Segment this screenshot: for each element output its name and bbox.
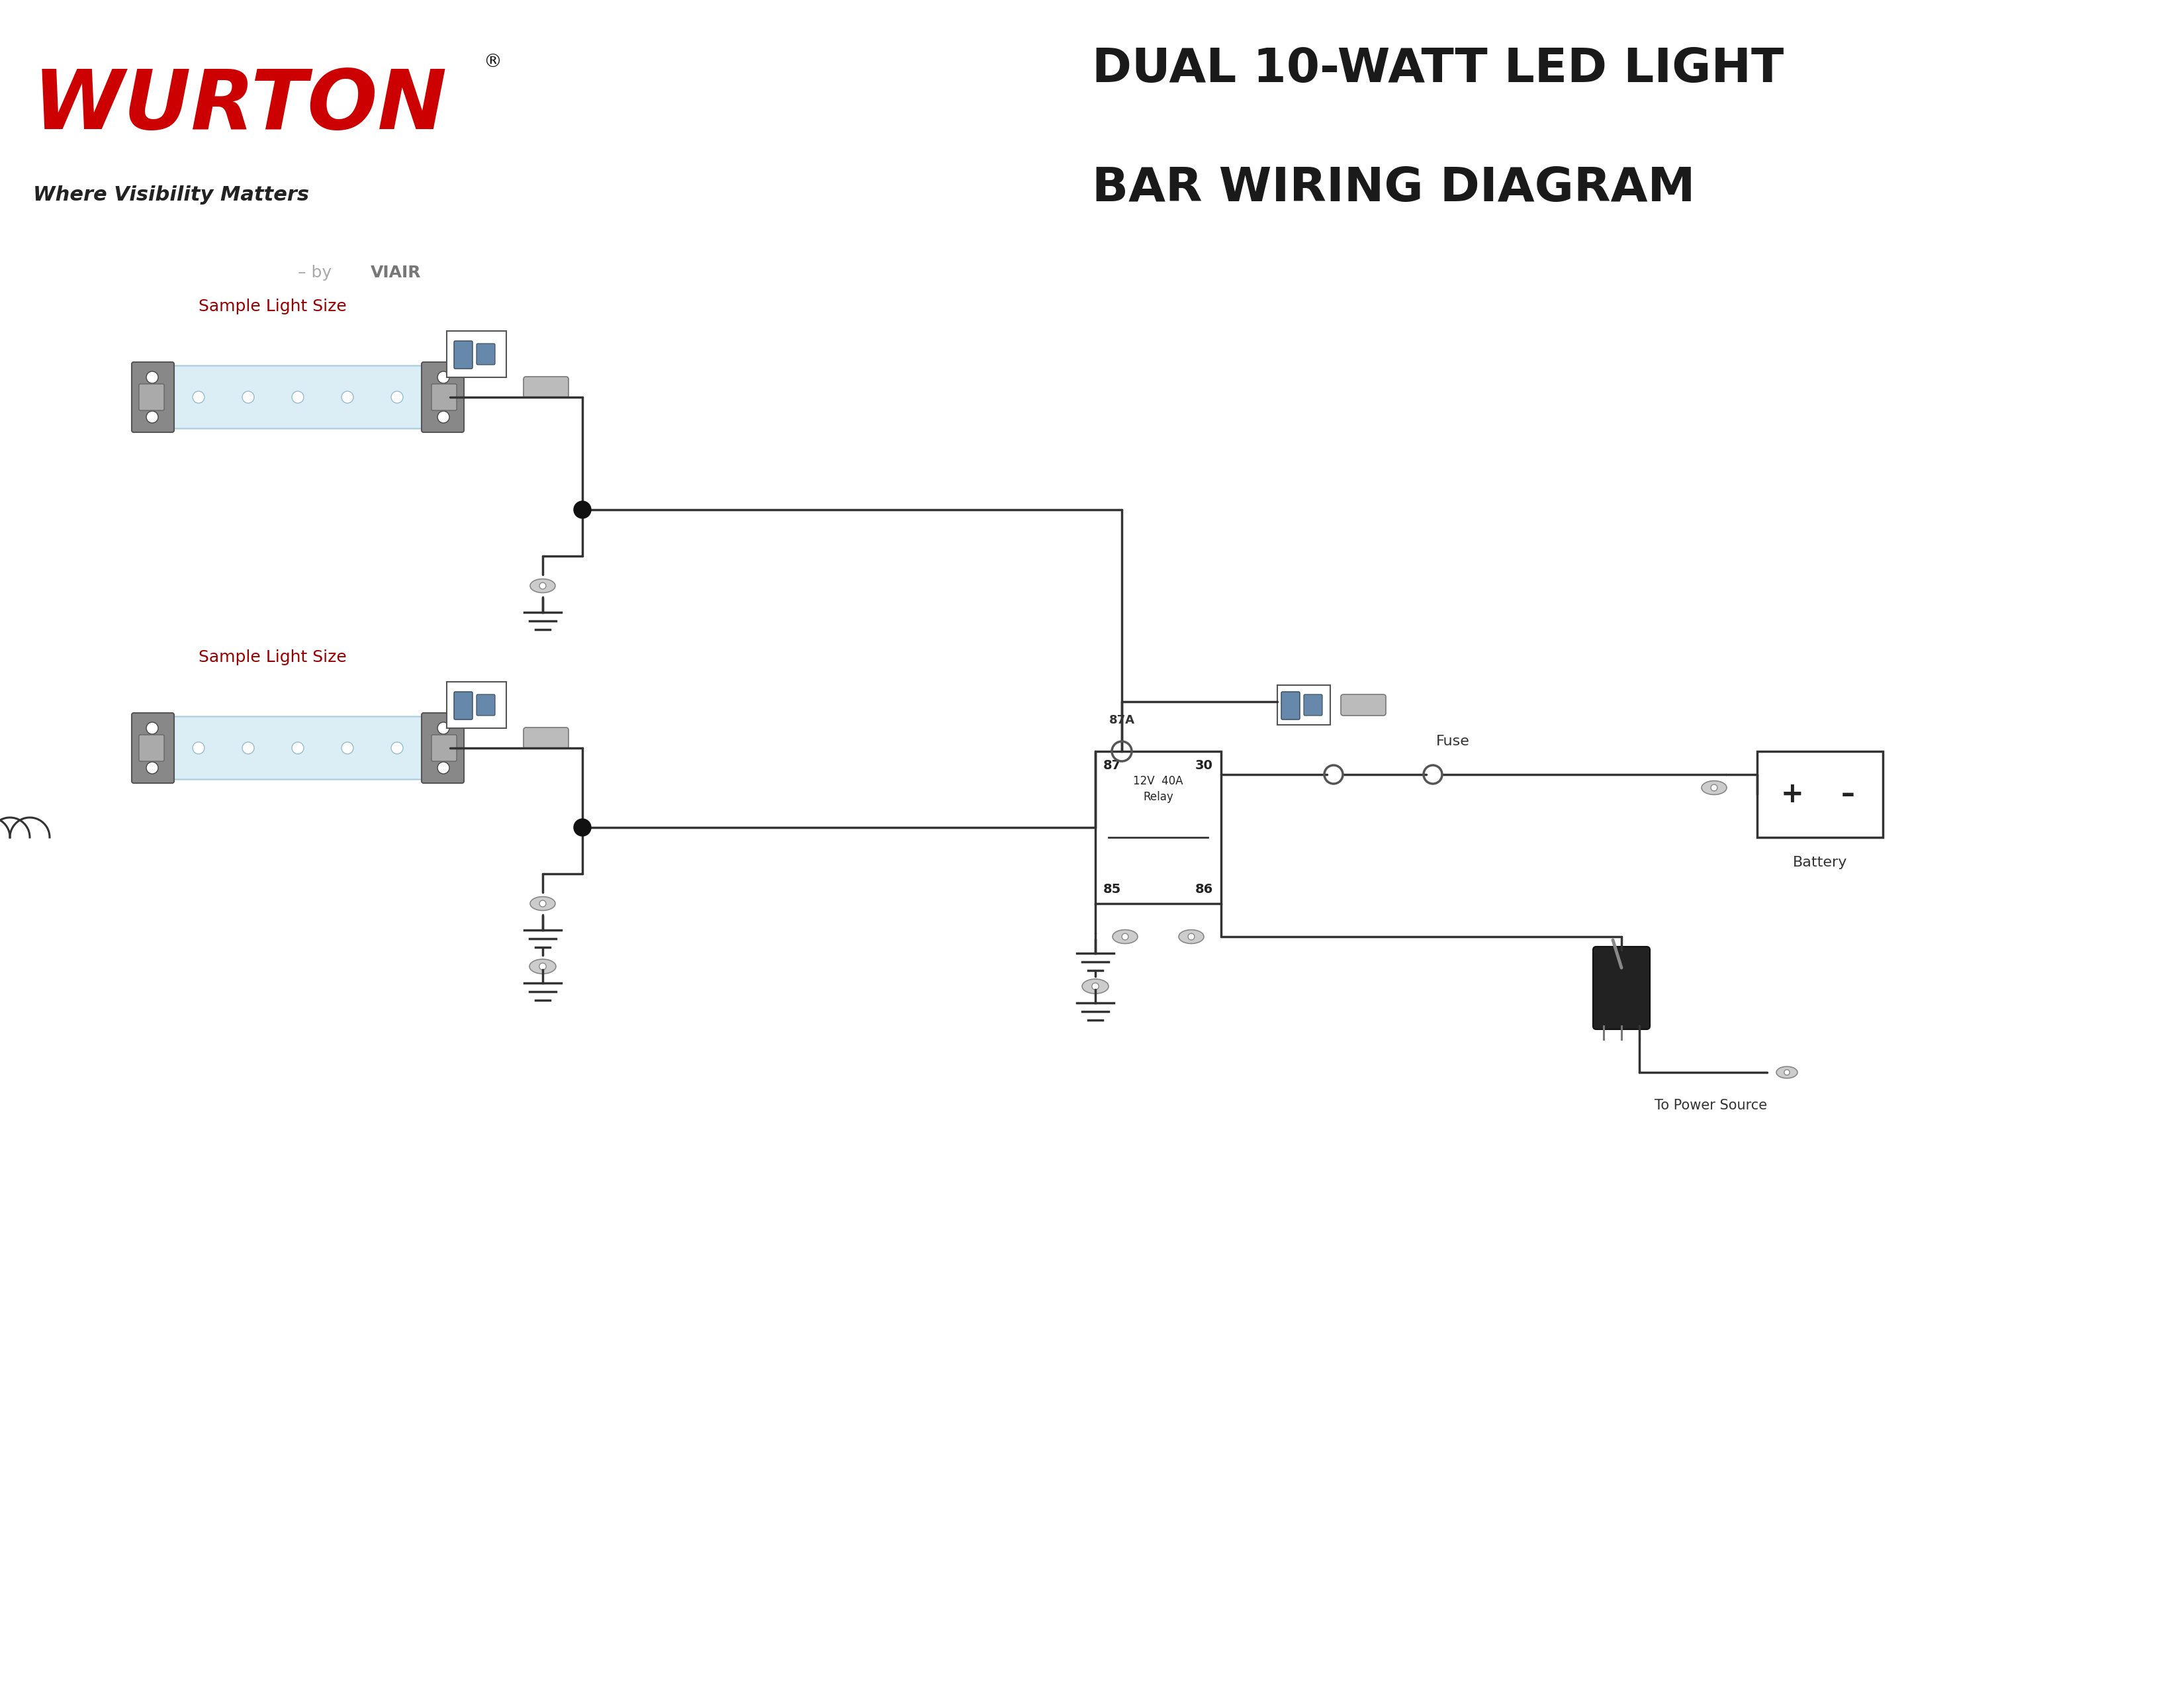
Circle shape xyxy=(391,743,404,755)
Text: – by: – by xyxy=(297,265,336,280)
FancyBboxPatch shape xyxy=(524,728,568,749)
Ellipse shape xyxy=(1179,930,1203,944)
Circle shape xyxy=(192,743,205,755)
Text: Where Visibility Matters: Where Visibility Matters xyxy=(33,186,310,204)
FancyBboxPatch shape xyxy=(476,694,496,716)
Bar xyxy=(1758,751,1883,837)
FancyBboxPatch shape xyxy=(1341,694,1387,716)
FancyBboxPatch shape xyxy=(524,376,568,398)
FancyBboxPatch shape xyxy=(1278,685,1330,724)
FancyBboxPatch shape xyxy=(422,712,463,783)
Text: DUAL 10-WATT LED LIGHT: DUAL 10-WATT LED LIGHT xyxy=(1092,46,1784,93)
Circle shape xyxy=(146,412,157,424)
FancyBboxPatch shape xyxy=(476,344,496,365)
FancyBboxPatch shape xyxy=(422,363,463,432)
Circle shape xyxy=(341,392,354,403)
FancyBboxPatch shape xyxy=(140,734,164,761)
Text: 85: 85 xyxy=(1103,883,1120,896)
FancyBboxPatch shape xyxy=(168,366,426,429)
Text: BAR WIRING DIAGRAM: BAR WIRING DIAGRAM xyxy=(1092,165,1695,211)
Circle shape xyxy=(146,722,157,734)
FancyBboxPatch shape xyxy=(432,383,456,410)
Text: VIAIR: VIAIR xyxy=(371,265,422,280)
Circle shape xyxy=(293,743,304,755)
Ellipse shape xyxy=(531,896,555,910)
FancyBboxPatch shape xyxy=(1304,694,1321,716)
Circle shape xyxy=(1188,933,1195,940)
Text: Battery: Battery xyxy=(1793,856,1848,869)
FancyBboxPatch shape xyxy=(454,341,472,368)
Circle shape xyxy=(1092,982,1099,989)
Ellipse shape xyxy=(1701,782,1728,795)
FancyBboxPatch shape xyxy=(168,717,426,780)
Text: 87: 87 xyxy=(1103,760,1120,771)
Text: Sample Light Size: Sample Light Size xyxy=(199,650,347,665)
Text: 87A: 87A xyxy=(1109,714,1136,726)
FancyBboxPatch shape xyxy=(1282,692,1299,719)
Text: –: – xyxy=(1841,780,1854,809)
Circle shape xyxy=(293,392,304,403)
FancyBboxPatch shape xyxy=(448,682,507,728)
Ellipse shape xyxy=(529,959,557,974)
Circle shape xyxy=(539,582,546,589)
Ellipse shape xyxy=(531,579,555,592)
Circle shape xyxy=(192,392,205,403)
Circle shape xyxy=(574,501,592,518)
FancyBboxPatch shape xyxy=(454,692,472,719)
Ellipse shape xyxy=(1776,1067,1797,1079)
Text: 12V  40A
Relay: 12V 40A Relay xyxy=(1133,775,1184,803)
Text: To Power Source: To Power Source xyxy=(1655,1099,1767,1112)
Bar xyxy=(1096,751,1221,903)
Circle shape xyxy=(242,392,253,403)
Text: Fuse: Fuse xyxy=(1435,734,1470,748)
Text: Sample Light Size: Sample Light Size xyxy=(199,299,347,314)
Text: +: + xyxy=(1780,780,1804,809)
Circle shape xyxy=(1710,785,1717,792)
Ellipse shape xyxy=(1081,979,1109,994)
FancyBboxPatch shape xyxy=(140,383,164,410)
Text: WURTON: WURTON xyxy=(33,66,448,147)
Text: 86: 86 xyxy=(1195,883,1212,896)
Circle shape xyxy=(146,761,157,773)
Text: 30: 30 xyxy=(1195,760,1212,771)
Circle shape xyxy=(437,371,450,383)
Circle shape xyxy=(242,743,253,755)
Text: ®: ® xyxy=(483,52,502,71)
Circle shape xyxy=(1123,933,1129,940)
Circle shape xyxy=(539,900,546,906)
Circle shape xyxy=(341,743,354,755)
FancyBboxPatch shape xyxy=(131,363,175,432)
FancyBboxPatch shape xyxy=(1592,947,1649,1030)
FancyBboxPatch shape xyxy=(131,712,175,783)
Circle shape xyxy=(146,371,157,383)
Circle shape xyxy=(437,412,450,424)
Circle shape xyxy=(539,964,546,971)
Circle shape xyxy=(574,819,592,836)
Ellipse shape xyxy=(1112,930,1138,944)
Circle shape xyxy=(437,761,450,773)
FancyBboxPatch shape xyxy=(448,331,507,378)
Circle shape xyxy=(1784,1070,1789,1075)
Circle shape xyxy=(437,722,450,734)
FancyBboxPatch shape xyxy=(432,734,456,761)
Circle shape xyxy=(391,392,404,403)
